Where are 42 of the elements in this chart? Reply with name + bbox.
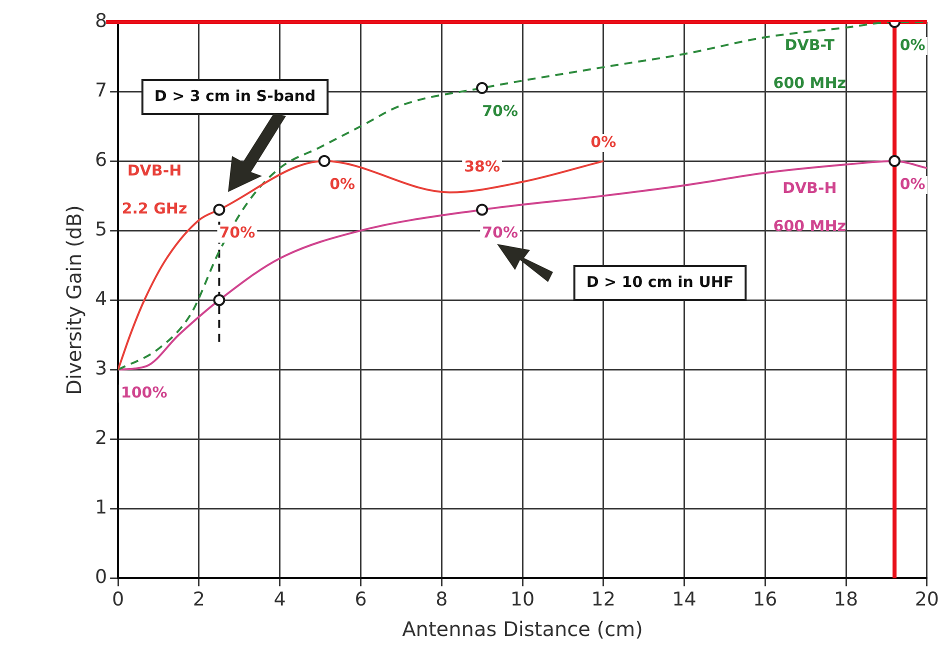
text: DVB-H 600 MHz xyxy=(773,178,846,235)
annotation: 0% xyxy=(590,132,616,151)
annotation: 100% xyxy=(120,384,168,402)
annotation: D > 3 cm in S-band xyxy=(154,86,316,105)
x-tick-label: 0 xyxy=(112,588,124,611)
y-tick-label: 1 xyxy=(94,496,108,519)
x-tick-label: 20 xyxy=(914,588,940,611)
annotation: 70% xyxy=(219,224,256,242)
x-tick-label: 18 xyxy=(834,588,858,611)
annotation: 0% xyxy=(900,36,926,54)
y-tick-label: 0 xyxy=(94,566,108,588)
point xyxy=(318,155,330,168)
y-tick-label: 2 xyxy=(94,427,108,450)
annotation: 38% xyxy=(464,157,500,176)
annotation: D > 10 cm in UHF xyxy=(586,272,734,291)
y-tick-label: 7 xyxy=(94,79,108,102)
point xyxy=(476,82,488,94)
annotation: 0% xyxy=(900,174,926,193)
x-axis-title: Antennas Distance (cm) xyxy=(402,617,643,642)
x-tick-label: 16 xyxy=(753,588,778,611)
y-tick-label: 5 xyxy=(94,218,108,241)
y-tick-label: 4 xyxy=(94,288,108,310)
annotation: 70% xyxy=(482,102,518,120)
text: DVB-H 2.2 GHz xyxy=(122,161,188,218)
y-tick-label: 6 xyxy=(94,148,108,171)
x-tick-label: 10 xyxy=(510,588,535,611)
x-tick-label: 4 xyxy=(274,588,286,611)
y-axis-title: Diversity Gain (dB) xyxy=(62,205,86,395)
point xyxy=(476,204,488,216)
point xyxy=(888,155,901,168)
y-tick-label: 3 xyxy=(94,358,108,380)
x-tick-label: 12 xyxy=(591,588,616,611)
x-tick-label: 8 xyxy=(436,588,448,611)
x-tick-label: 14 xyxy=(672,588,696,611)
y-tick-label: 8 xyxy=(94,10,108,32)
x-tick-label: 2 xyxy=(192,588,206,611)
annotation: 0% xyxy=(330,174,356,193)
point xyxy=(213,294,226,306)
text: DVB-T 600 MHz xyxy=(773,36,846,92)
x-tick-label: 6 xyxy=(354,588,367,611)
annotation: 70% xyxy=(482,224,518,242)
point xyxy=(213,204,226,216)
